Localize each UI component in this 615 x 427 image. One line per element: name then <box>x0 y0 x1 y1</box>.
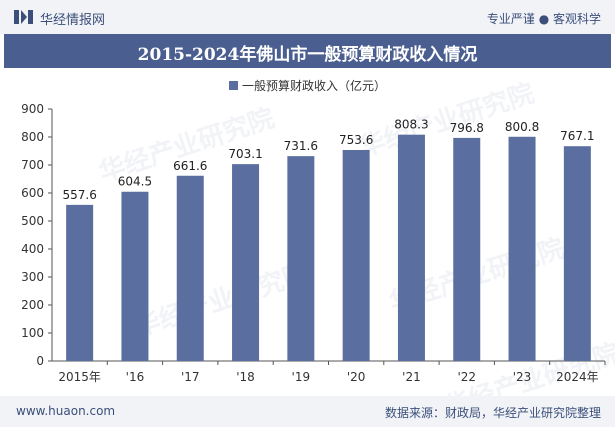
logo-icon <box>14 10 33 24</box>
data-label: 661.6 <box>173 159 207 173</box>
y-tick-label: 600 <box>21 186 44 200</box>
data-source: 数据来源：财政局，华经产业研究院整理 <box>384 406 601 420</box>
bar <box>176 175 204 361</box>
y-tick-label: 700 <box>21 158 44 172</box>
x-tick-label: 2024年 <box>556 370 599 384</box>
y-tick-label: 400 <box>21 242 44 256</box>
legend: 一般预算财政收入（亿元） <box>0 77 615 94</box>
data-label: 703.1 <box>228 147 262 161</box>
header-bar: 华经情报网 专业严谨 ● 客观科学 <box>0 0 615 34</box>
footer-bar: www.huaon.com 数据来源：财政局，华经产业研究院整理 <box>0 396 615 427</box>
data-label: 557.6 <box>62 188 96 202</box>
x-tick-label: 2015年 <box>58 370 101 384</box>
bar <box>453 137 481 361</box>
bar <box>397 134 425 361</box>
x-tick-label: '22 <box>457 370 476 384</box>
bar <box>508 136 536 361</box>
y-tick-label: 0 <box>36 354 44 368</box>
bar <box>121 191 149 361</box>
y-tick-label: 300 <box>21 270 44 284</box>
footer-url: www.huaon.com <box>16 404 116 418</box>
data-label: 753.6 <box>339 133 373 147</box>
bar <box>232 164 260 361</box>
data-label: 731.6 <box>284 139 318 153</box>
x-tick-label: '21 <box>402 370 421 384</box>
x-tick-label: '17 <box>181 370 200 384</box>
bar <box>342 149 370 361</box>
bar <box>563 146 591 361</box>
y-tick-label: 900 <box>21 102 44 116</box>
legend-label: 一般预算财政收入（亿元） <box>241 79 386 93</box>
x-tick-label: '16 <box>126 370 145 384</box>
data-label: 604.5 <box>118 175 152 189</box>
bar <box>287 156 315 361</box>
y-tick-label: 100 <box>21 326 44 340</box>
data-label: 767.1 <box>560 129 594 143</box>
data-label: 800.8 <box>505 120 539 134</box>
bar <box>66 204 94 361</box>
y-tick-label: 200 <box>21 298 44 312</box>
x-tick-label: '19 <box>292 370 311 384</box>
tagline: 专业严谨 ● 客观科学 <box>486 12 601 26</box>
brand-name: 华经情报网 <box>40 13 106 28</box>
y-tick-label: 800 <box>21 130 44 144</box>
x-tick-label: '20 <box>347 370 366 384</box>
x-tick-label: '23 <box>513 370 532 384</box>
data-label: 796.8 <box>450 121 484 135</box>
data-label: 808.3 <box>394 118 428 132</box>
legend-swatch <box>228 81 238 90</box>
y-tick-label: 500 <box>21 214 44 228</box>
chart-title: 2015-2024年佛山市一般预算财政收入情况 <box>137 45 478 65</box>
title-bar: 2015-2024年佛山市一般预算财政收入情况 <box>4 34 611 68</box>
x-tick-label: '18 <box>236 370 255 384</box>
